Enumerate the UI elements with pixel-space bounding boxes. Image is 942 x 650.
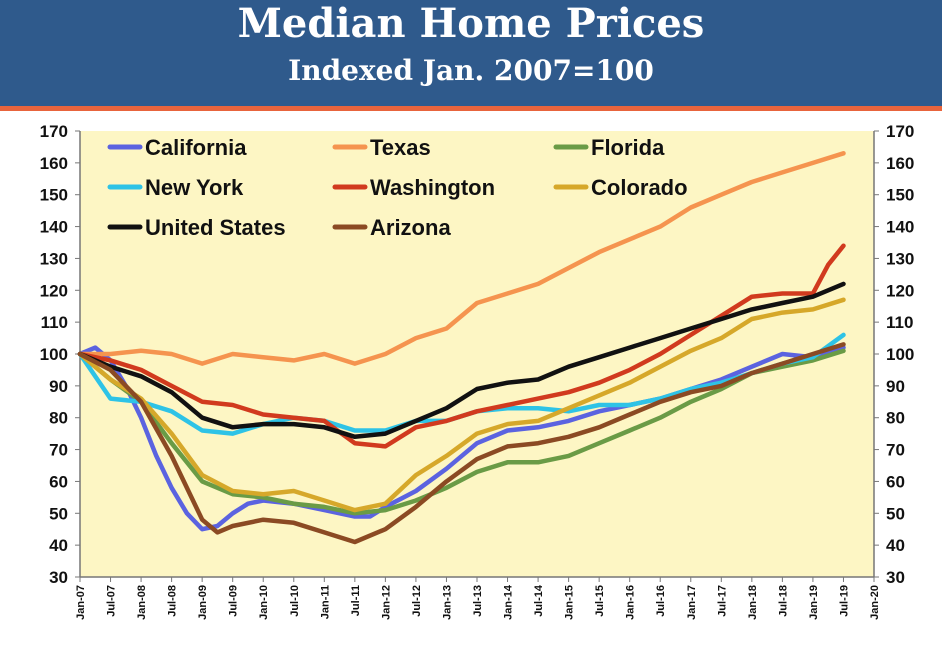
y-tick-label-left: 110 — [41, 313, 68, 332]
legend-label: New York — [145, 175, 244, 200]
y-tick-label-right: 110 — [886, 313, 913, 332]
x-tick-label: Jan-14 — [503, 584, 515, 620]
series-line — [77, 243, 846, 449]
y-tick-label-left: 160 — [40, 154, 68, 173]
x-tick-label: Jan-20 — [869, 585, 881, 620]
x-tick-label: Jan-09 — [197, 585, 209, 620]
series-line — [77, 297, 846, 513]
legend-label: Florida — [591, 135, 665, 160]
chart-area: 30 30 40 40 50 50 60 60 70 70 80 80 90 90 100 100 110 110… — [0, 111, 942, 645]
legend-label: United States — [145, 215, 286, 240]
x-tick-label: Jan-07 — [75, 585, 87, 620]
y-tick-label-right: 90 — [886, 377, 905, 396]
y-tick-label-left: 100 — [40, 345, 68, 364]
banner-accent-line — [0, 106, 942, 111]
line-chart: 30 30 40 40 50 50 60 60 70 70 80 80 90 90 100 100 110 110… — [40, 122, 915, 620]
y-tick-label-right: 170 — [886, 122, 914, 141]
x-tick-label: Jan-19 — [808, 585, 820, 620]
y-tick-label-left: 120 — [40, 281, 68, 300]
x-tick-label: Jul-18 — [777, 585, 789, 617]
y-tick-label-right: 60 — [886, 472, 905, 491]
x-tick-label: Jul-17 — [716, 585, 728, 617]
y-tick-label-right: 40 — [886, 536, 905, 555]
x-tick-label: Jan-17 — [686, 585, 698, 620]
y-tick-label-left: 140 — [40, 218, 68, 237]
y-tick-label-right: 50 — [886, 504, 905, 523]
y-tick-label-left: 50 — [49, 504, 68, 523]
legend-label: Texas — [370, 135, 431, 160]
x-tick-label: Jul-14 — [533, 584, 545, 617]
y-tick-label-left: 30 — [49, 568, 68, 587]
chart-title: Median Home Prices — [237, 0, 705, 47]
x-tick-label: Jan-16 — [625, 585, 637, 620]
y-tick-label-right: 100 — [886, 345, 914, 364]
x-tick-label: Jul-15 — [594, 585, 606, 617]
x-tick-label: Jul-11 — [350, 585, 362, 616]
legend-label: Washington — [370, 175, 495, 200]
series-line — [77, 151, 846, 366]
y-tick-label-left: 170 — [40, 122, 68, 141]
legend-label: Arizona — [370, 215, 451, 240]
x-tick-label: Jul-07 — [106, 585, 118, 617]
x-tick-label: Jul-16 — [655, 585, 667, 617]
legend-label: California — [145, 135, 247, 160]
x-tick-label: Jan-08 — [136, 585, 148, 620]
legend-label: Colorado — [591, 175, 688, 200]
series-line — [77, 281, 846, 440]
title-banner — [0, 0, 942, 106]
y-tick-label-left: 60 — [49, 472, 68, 491]
y-tick-label-left: 90 — [49, 377, 68, 396]
x-tick-label: Jul-13 — [472, 585, 484, 617]
y-tick-label-right: 160 — [886, 154, 914, 173]
series-line — [77, 348, 846, 516]
x-tick-label: Jan-18 — [747, 585, 759, 620]
chart-subtitle: Indexed Jan. 2007=100 — [288, 54, 654, 87]
y-tick-label-right: 80 — [886, 409, 905, 428]
x-tick-label: Jul-09 — [228, 585, 240, 617]
y-tick-label-right: 30 — [886, 568, 905, 587]
plot-background — [80, 131, 874, 577]
x-tick-label: Jan-13 — [441, 585, 453, 620]
x-tick-label: Jul-08 — [167, 585, 179, 617]
x-tick-label: Jan-15 — [564, 585, 576, 620]
y-tick-label-right: 140 — [886, 218, 914, 237]
y-tick-label-left: 150 — [40, 186, 68, 205]
y-tick-label-left: 130 — [40, 249, 68, 268]
series-line — [77, 342, 846, 545]
x-tick-label: Jul-10 — [289, 585, 301, 617]
y-tick-label-left: 40 — [49, 536, 68, 555]
x-tick-label: Jan-11 — [319, 585, 331, 619]
x-tick-label: Jul-12 — [411, 585, 423, 617]
x-tick-label: Jul-19 — [838, 585, 850, 617]
x-tick-label: Jan-10 — [258, 585, 270, 620]
y-tick-label-left: 80 — [49, 409, 68, 428]
y-tick-label-right: 130 — [886, 249, 914, 268]
y-tick-label-right: 150 — [886, 186, 914, 205]
y-tick-label-right: 120 — [886, 281, 914, 300]
y-tick-label-right: 70 — [886, 441, 905, 460]
x-tick-label: Jan-12 — [380, 585, 392, 620]
y-tick-label-left: 70 — [49, 441, 68, 460]
